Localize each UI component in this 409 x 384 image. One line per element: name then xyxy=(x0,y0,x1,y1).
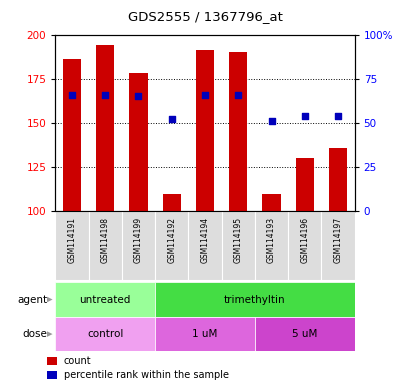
Text: GSM114199: GSM114199 xyxy=(134,217,143,263)
Text: percentile rank within the sample: percentile rank within the sample xyxy=(63,370,228,380)
Bar xyxy=(221,211,254,280)
Text: GSM114196: GSM114196 xyxy=(299,217,308,263)
Bar xyxy=(188,211,221,280)
Point xyxy=(168,116,175,122)
Text: count: count xyxy=(63,356,91,366)
Text: GSM114197: GSM114197 xyxy=(333,217,342,263)
Point xyxy=(301,113,307,119)
Text: trimethyltin: trimethyltin xyxy=(224,295,285,305)
Bar xyxy=(155,317,254,351)
Bar xyxy=(55,282,155,317)
Text: GSM114194: GSM114194 xyxy=(200,217,209,263)
Text: control: control xyxy=(87,329,123,339)
Point xyxy=(201,91,208,98)
Bar xyxy=(88,211,121,280)
Point xyxy=(135,93,142,99)
Bar xyxy=(321,211,354,280)
Bar xyxy=(55,317,155,351)
Text: 5 uM: 5 uM xyxy=(291,329,317,339)
Text: agent: agent xyxy=(17,295,47,305)
Text: untreated: untreated xyxy=(79,295,130,305)
Point xyxy=(267,118,274,124)
Text: GSM114195: GSM114195 xyxy=(233,217,242,263)
Bar xyxy=(47,357,57,366)
Point xyxy=(234,91,241,98)
Text: GSM114198: GSM114198 xyxy=(101,217,110,263)
Bar xyxy=(196,50,213,211)
Bar xyxy=(328,147,346,211)
Bar xyxy=(121,211,155,280)
Bar xyxy=(254,317,354,351)
Bar xyxy=(254,211,288,280)
Bar xyxy=(262,194,280,211)
Bar xyxy=(295,158,313,211)
Point xyxy=(69,91,75,98)
Bar xyxy=(155,211,188,280)
Bar xyxy=(129,73,147,211)
Bar xyxy=(288,211,321,280)
Bar xyxy=(229,52,247,211)
Bar xyxy=(55,211,88,280)
Text: GSM114192: GSM114192 xyxy=(167,217,176,263)
Text: dose: dose xyxy=(22,329,47,339)
Point xyxy=(334,113,340,119)
Text: 1 uM: 1 uM xyxy=(192,329,217,339)
Bar xyxy=(63,59,81,211)
Bar xyxy=(47,371,57,379)
Point xyxy=(102,91,108,98)
Bar xyxy=(162,194,180,211)
Bar xyxy=(155,282,354,317)
Bar xyxy=(96,45,114,211)
Text: GSM114193: GSM114193 xyxy=(266,217,275,263)
Text: GSM114191: GSM114191 xyxy=(67,217,76,263)
Text: GDS2555 / 1367796_at: GDS2555 / 1367796_at xyxy=(127,10,282,23)
